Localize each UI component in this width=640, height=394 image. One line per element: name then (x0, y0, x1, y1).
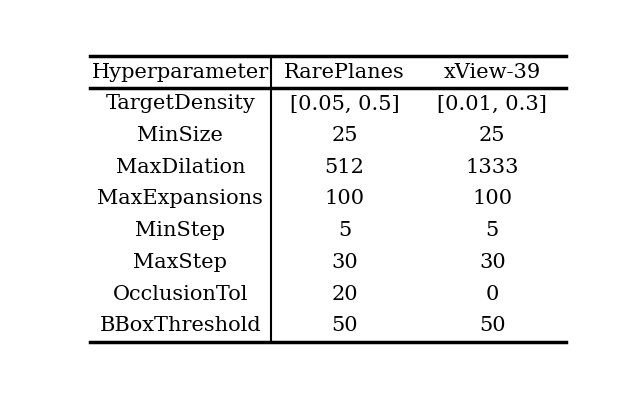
Text: 25: 25 (332, 126, 358, 145)
Text: 30: 30 (332, 253, 358, 272)
Text: 0: 0 (486, 284, 499, 303)
Text: MinSize: MinSize (138, 126, 223, 145)
Text: MinStep: MinStep (135, 221, 225, 240)
Text: 20: 20 (332, 284, 358, 303)
Text: 1333: 1333 (465, 158, 519, 177)
Text: xView-39: xView-39 (444, 63, 541, 82)
Text: [0.05, 0.5]: [0.05, 0.5] (290, 95, 399, 113)
Text: 50: 50 (479, 316, 506, 335)
Text: RarePlanes: RarePlanes (284, 63, 405, 82)
Text: MaxDilation: MaxDilation (116, 158, 245, 177)
Text: MaxExpansions: MaxExpansions (97, 190, 263, 208)
Text: 100: 100 (324, 190, 365, 208)
Text: BBoxThreshold: BBoxThreshold (100, 316, 261, 335)
Text: 5: 5 (486, 221, 499, 240)
Text: 100: 100 (472, 190, 513, 208)
Text: 5: 5 (338, 221, 351, 240)
Text: TargetDensity: TargetDensity (106, 95, 255, 113)
Text: Hyperparameter: Hyperparameter (92, 63, 269, 82)
Text: MaxStep: MaxStep (133, 253, 227, 272)
Text: 50: 50 (332, 316, 358, 335)
Text: 512: 512 (324, 158, 365, 177)
Text: [0.01, 0.3]: [0.01, 0.3] (437, 95, 547, 113)
Text: 25: 25 (479, 126, 506, 145)
Text: OcclusionTol: OcclusionTol (113, 284, 248, 303)
Text: 30: 30 (479, 253, 506, 272)
